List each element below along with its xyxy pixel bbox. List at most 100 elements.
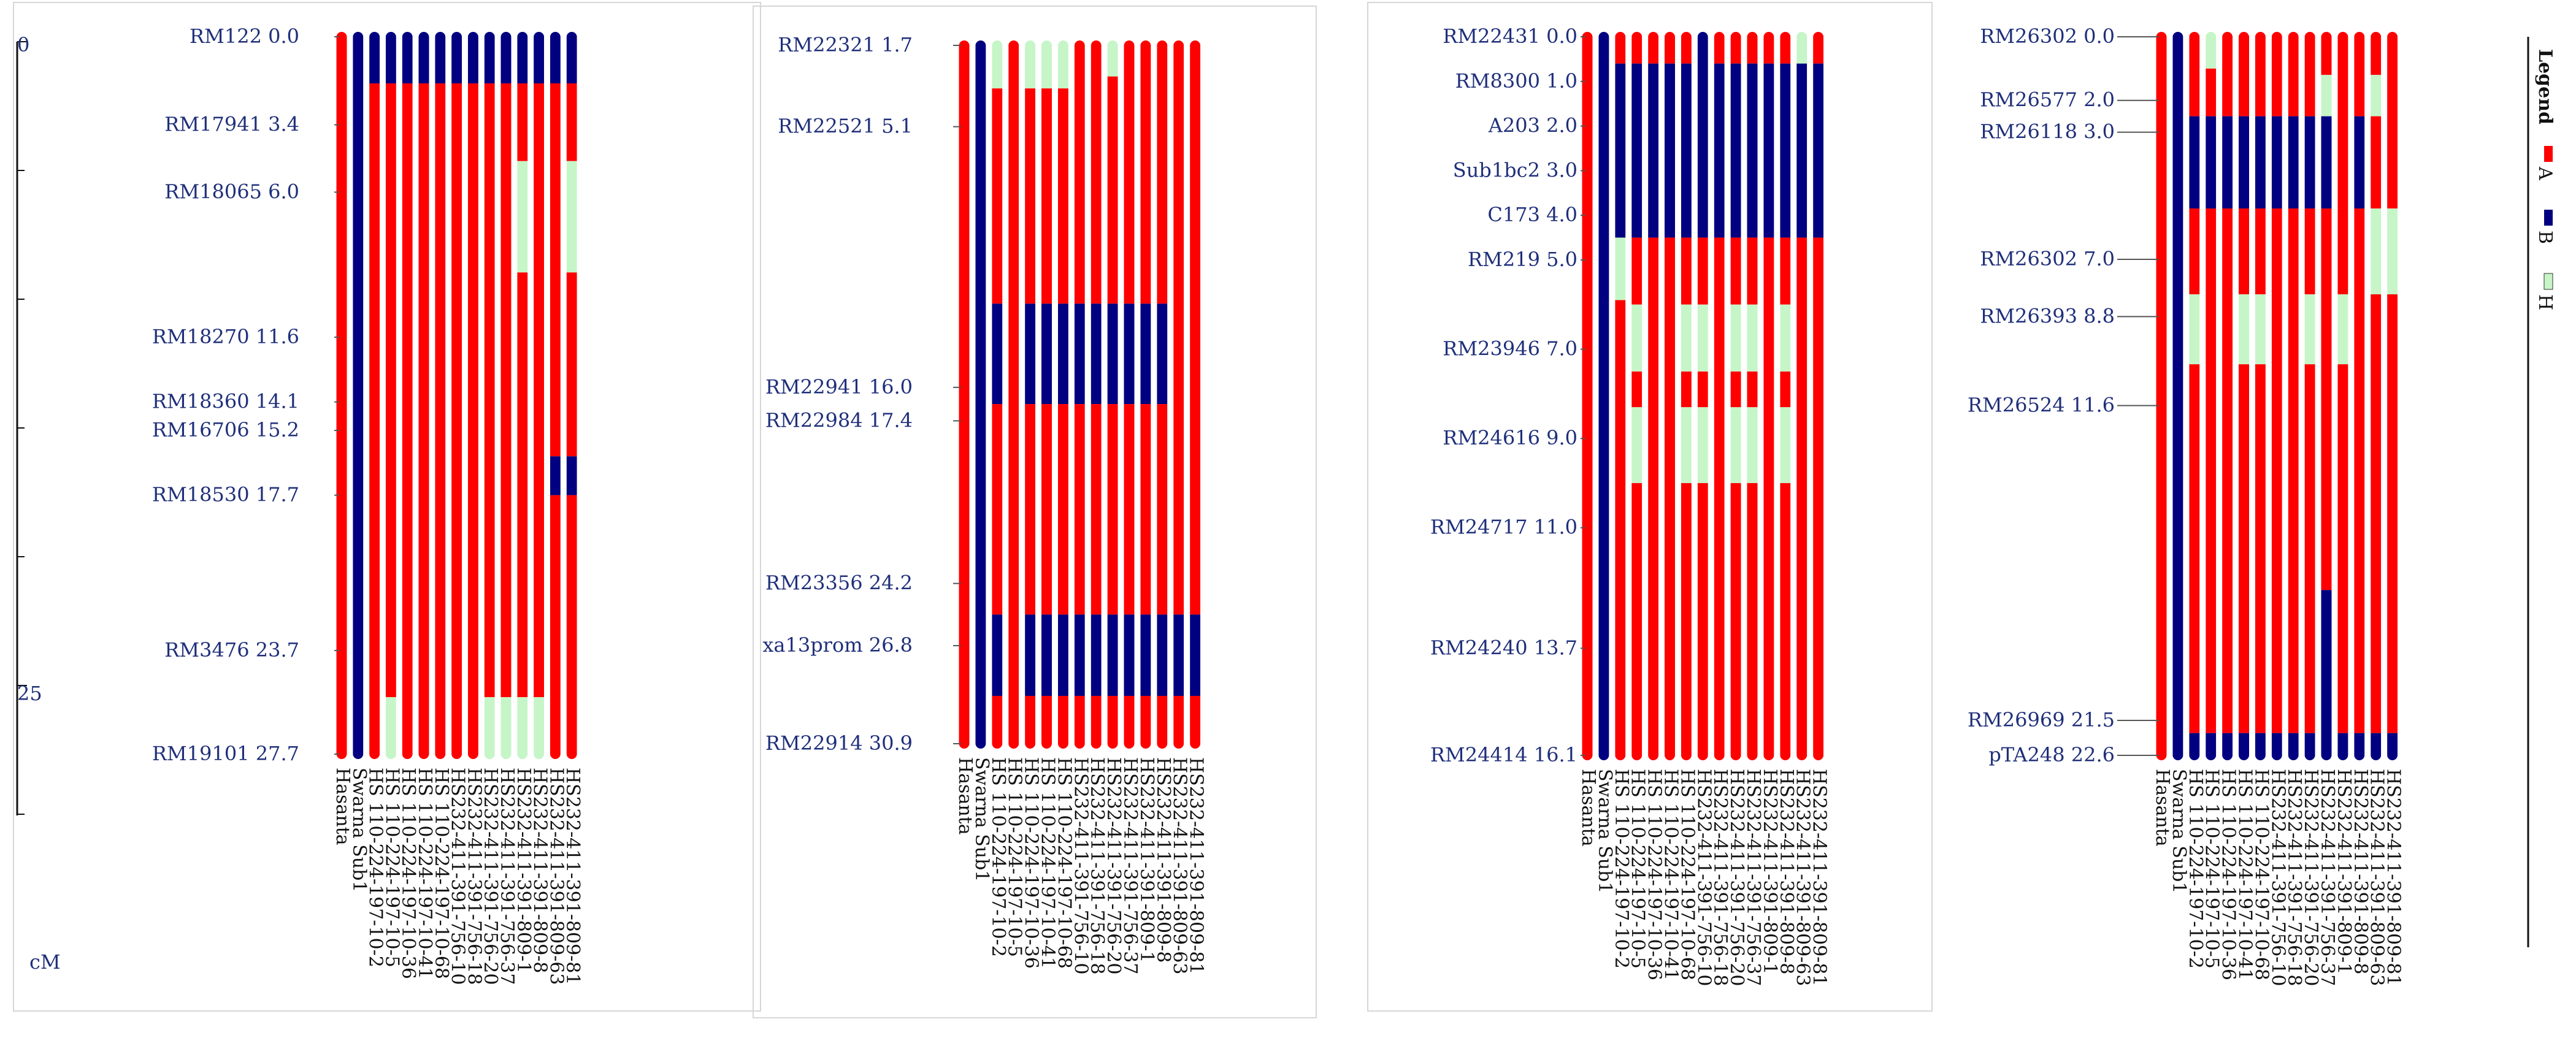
marker-label: RM8300 1.0 [1455,69,1577,93]
genotype-bar [2255,32,2266,760]
allele-segment-a [1747,237,1758,305]
allele-segment-b [1091,614,1102,696]
genotype-label: Hasanta [954,757,976,835]
genotype-bar [534,32,545,759]
genotype-bar [336,32,347,759]
allele-segment-b [566,32,577,84]
genotype-bar [2371,32,2382,760]
allele-segment-a [1780,32,1791,64]
genotype-bar [1813,32,1824,760]
allele-segment-a [1813,237,1824,760]
allele-segment-a [2337,32,2348,209]
allele-segment-a [1190,695,1201,749]
allele-segment-h [1631,407,1643,483]
genotype-label: HS232-411-391-809-1 [513,768,534,973]
allele-segment-b [2271,733,2282,760]
allele-segment-a [1157,695,1168,749]
allele-segment-a [1057,404,1068,615]
allele-segment-a [2239,32,2249,116]
allele-segment-a [1140,40,1151,304]
allele-segment-b [550,456,561,495]
genotype-bar [2288,32,2299,760]
allele-segment-b [1157,303,1168,405]
allele-segment-a [1124,40,1135,304]
genotype-label: HS 110-224-197-10-68 [431,768,452,979]
marker-label: Sub1bc2 3.0 [1453,158,1577,181]
genotype-label: HS 110-224-197-10-68 [2250,769,2272,980]
allele-segment-a [1074,695,1085,749]
genotype-bar [1107,40,1118,749]
allele-segment-a [336,32,347,759]
allele-segment-b [1107,614,1118,696]
genotype-bar [1615,32,1626,760]
allele-segment-a [2371,294,2382,733]
allele-segment-a [1681,237,1692,305]
allele-segment-b [2255,116,2266,209]
genotype-label: HS232-411-391-756-37 [1742,769,1764,986]
cm-scale-axis: 0 25 cM [16,33,61,974]
genotype-label: HS232-411-391-756-18 [1709,769,1731,986]
genotype-label: Swarna Sub1 [971,757,992,882]
allele-segment-a [1730,371,1741,408]
allele-segment-a [2288,32,2299,116]
allele-segment-a [1813,32,1824,64]
allele-segment-a [1631,237,1643,305]
allele-segment-b [1057,614,1068,696]
marker-label: RM22941 16.0 [765,375,913,399]
allele-segment-h [992,40,1003,89]
legend-label-h: H [2534,294,2556,310]
allele-segment-a [1665,32,1675,64]
allele-segment-b [566,456,577,495]
legend-title: Legend [2534,49,2556,124]
genotype-label: HS 110-224-197-10-36 [397,768,419,979]
allele-segment-h [385,697,396,759]
allele-segment-h [1730,407,1741,483]
allele-segment-a [467,83,478,759]
genotype-bar [418,32,429,759]
genotype-label: HS 110-224-197-10-36 [1644,769,1665,980]
allele-segment-b [1681,63,1692,238]
genotype-bar [2206,32,2217,760]
allele-segment-h [2206,32,2217,69]
allele-segment-a [1157,40,1168,304]
allele-segment-b [484,32,495,84]
allele-segment-b [1091,303,1102,405]
genotype-label: HS232-411-391-756-37 [496,768,518,985]
genotype-label: HS 110-224-197-10-5 [1004,757,1025,957]
allele-segment-a [550,495,561,759]
genotype-label: HS 110-224-197-10-5 [1627,769,1649,969]
allele-segment-h [1730,304,1741,372]
genotype-label: HS232-411-391-756-20 [2300,769,2321,986]
genotype-label: HS232-411-391-809-8 [1776,769,1797,974]
marker-label: RM22984 17.4 [765,408,913,432]
genotype-label: HS232-411-391-756-20 [1103,757,1124,974]
marker-label: RM22521 5.1 [778,115,913,138]
genotype-bar [975,40,986,749]
allele-segment-h [2387,208,2398,295]
marker-label: RM219 5.0 [1468,248,1577,271]
allele-segment-a [2337,364,2348,733]
genotype-label: HS 110-224-197-10-41 [1037,757,1059,969]
allele-segment-b [1140,614,1151,696]
allele-segment-h [1697,407,1708,483]
legend-label-b: B [2534,231,2556,244]
allele-segment-b [369,32,380,84]
genotype-bar [484,32,495,759]
allele-segment-a [435,83,446,759]
genotype-label: HS232-411-391-756-20 [1726,769,1747,986]
allele-segment-h [2255,294,2266,365]
marker-label: RM18270 11.6 [152,325,299,348]
genotype-label: HS 110-224-197-10-2 [365,768,386,967]
allele-segment-a [1681,483,1692,760]
allele-segment-a [2271,32,2282,116]
allele-segment-b [1714,63,1725,238]
genotype-bar [1057,40,1068,749]
allele-segment-a [1041,88,1052,304]
genotype-bar [1697,32,1708,760]
allele-segment-a [1057,88,1068,304]
genotype-bar [959,40,970,749]
allele-segment-a [2206,68,2217,116]
